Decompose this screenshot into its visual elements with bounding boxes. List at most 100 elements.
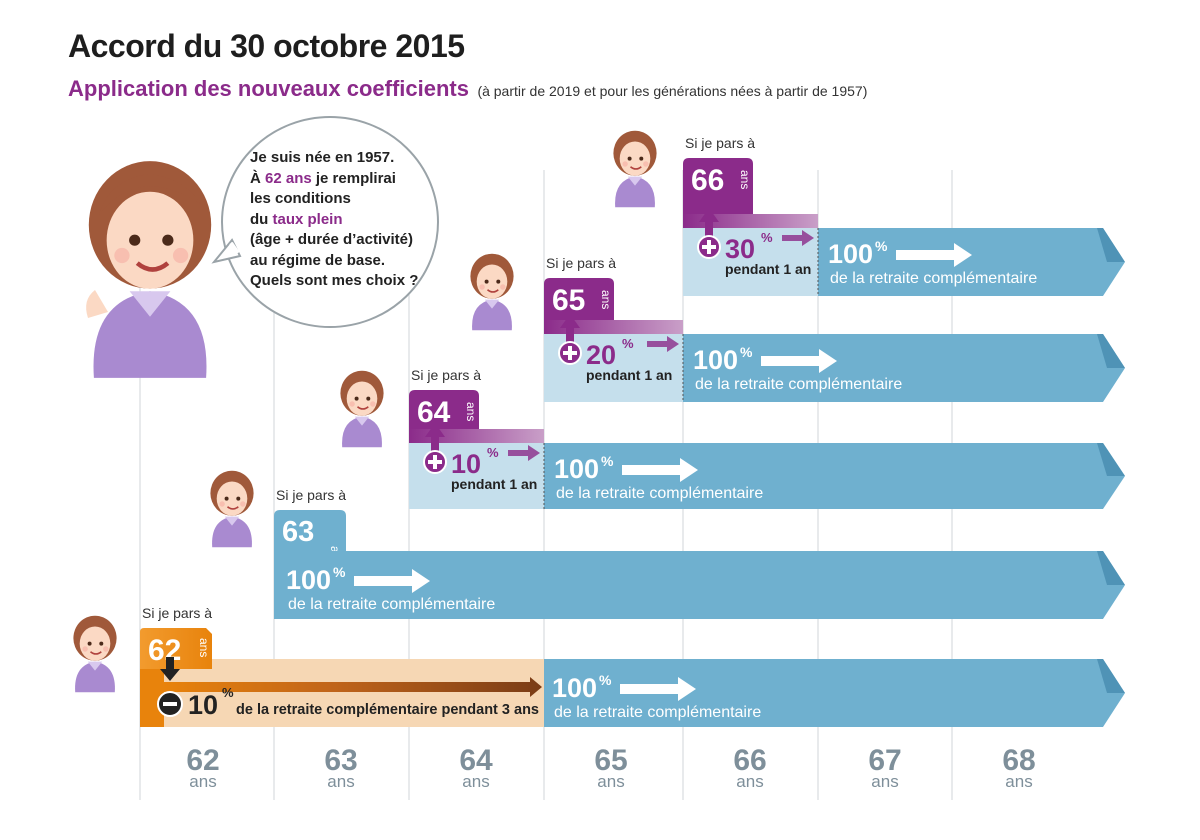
scenario-65-full-rate-arrow — [761, 349, 837, 373]
axis-tick-64: 64 — [459, 744, 493, 777]
scenario-62-full-rate-label: de la retraite complémentaire — [554, 704, 761, 721]
axis-tick-unit: ans — [327, 772, 354, 791]
scenario-65-up-arrow — [560, 314, 580, 342]
scenario-66-full-rate-value: 100 — [828, 239, 873, 269]
bubble-line-4-highlight: taux plein — [272, 210, 343, 228]
scenario-63-full-rate-arrow — [354, 569, 430, 593]
scenario-62-full-rate-percent: % — [599, 672, 612, 688]
page-subtitle: Application des nouveaux coefficients — [68, 76, 469, 101]
bubble-line-3: les conditions — [250, 190, 351, 207]
scenario-64-percent-value: 10 — [451, 449, 481, 479]
scenario-62-malus-zone — [140, 659, 544, 727]
scenario-65-bonus-arrow — [647, 336, 679, 352]
scenario-62-age-unit: ans — [197, 638, 211, 657]
scenario-66-age-unit: ans — [738, 170, 752, 189]
scenario-66-plus-v — [707, 240, 711, 254]
scenario-64-band-fold — [1097, 443, 1125, 476]
scenario-63-band — [274, 551, 1125, 619]
bubble-line-4: du taux plein — [250, 210, 430, 231]
scenario-64-percent-sign: % — [487, 445, 499, 460]
scenario-66-duration: pendant 1 an — [725, 261, 811, 277]
subtitle-row: Application des nouveaux coefficients (à… — [68, 76, 867, 102]
scenario-63-person-body — [212, 516, 252, 548]
scenario-64-band — [544, 443, 1125, 509]
scenario-62-malus-arrow — [164, 677, 542, 697]
scenario-62-person-body — [75, 661, 115, 693]
scenario-62-minus-sign — [163, 702, 177, 706]
axis-tick-unit: ans — [462, 772, 489, 791]
scenario-64-tab — [409, 390, 479, 429]
axis-tick-unit: ans — [1005, 772, 1032, 791]
axis-tick-62: 62 — [186, 744, 219, 777]
scenario-65-band-fold — [1097, 334, 1125, 368]
scenario-66-age: 66 — [691, 164, 724, 197]
scenario-64-caption: Si je pars à — [411, 367, 481, 383]
scenario-64-person — [340, 370, 384, 448]
scenario-64-plus-v — [433, 455, 437, 469]
scenario-64-age-unit: ans — [464, 402, 478, 421]
scenario-64-up-arrow — [425, 423, 445, 451]
axis-tick-unit: ans — [871, 772, 898, 791]
scenario-62-band — [544, 659, 1125, 727]
speech-bubble — [221, 116, 439, 328]
scenario-66-up-arrow — [699, 208, 719, 236]
scenario-65-full-rate-label: de la retraite complémentaire — [695, 376, 902, 393]
bubble-line-6: au régime de base. — [250, 251, 386, 269]
scenario-66-person-face — [619, 141, 651, 176]
scenario-62-full-rate-value: 100 — [552, 673, 597, 703]
main-character-hand — [86, 290, 108, 318]
scenario-65-full-rate-percent: % — [740, 344, 753, 360]
axis-tick-66: 66 — [733, 744, 766, 777]
scenario-65-person-face — [476, 264, 508, 299]
scenario-63-full-rate-percent: % — [333, 564, 346, 580]
scenario-66-person-body — [615, 176, 655, 208]
bubble-line-5: (âge + durée d’activité) — [250, 231, 413, 248]
scenario-62-malus-text: de la retraite complémentaire pendant 3 … — [236, 702, 539, 718]
scenario-65-full-rate-value: 100 — [693, 345, 738, 375]
axis-tick-unit: ans — [736, 772, 763, 791]
scenario-65-age: 65 — [552, 284, 585, 317]
scenario-66-percent-sign: % — [761, 230, 773, 245]
scenario-66-percent-value: 30 — [725, 234, 755, 264]
scenario-66-tab — [683, 158, 753, 214]
axis-tick-67: 67 — [868, 744, 901, 777]
scenario-66-bonus-strip — [683, 214, 818, 228]
page-subnote: (à partir de 2019 et pour les génération… — [477, 83, 868, 99]
bubble-line-2: À 62 ans je remplirai — [250, 169, 430, 190]
scenario-64-full-rate-arrow — [622, 458, 698, 482]
scenario-66-full-rate-label: de la retraite complémentaire — [830, 270, 1037, 287]
scenario-65-percent-sign: % — [622, 336, 634, 351]
bubble-line-7: Quels sont mes choix ? — [250, 272, 419, 289]
axis-tick-unit: ans — [189, 772, 216, 791]
scenario-62-person-face — [79, 626, 111, 661]
scenario-63-full-rate-label: de la retraite complémentaire — [288, 596, 495, 613]
scenario-63-age: 63 — [282, 516, 314, 548]
scenario-64-age: 64 — [417, 396, 451, 429]
scenario-65-person-body — [472, 299, 512, 331]
scenario-64-full-rate-value: 100 — [554, 454, 599, 484]
bubble-line-4-pre: du — [250, 210, 273, 228]
scenario-62-age: 62 — [148, 634, 181, 667]
scenario-62-band-fold — [1097, 659, 1125, 693]
scenario-64-bonus-arrow — [508, 445, 540, 461]
bubble-line-1: Je suis née en 1957. — [250, 149, 395, 166]
axis-tick-68: 68 — [1002, 744, 1035, 777]
scenario-66-band-fold — [1097, 228, 1125, 262]
bubble-line-2-age: 62 ans — [265, 169, 312, 187]
main-character — [88, 161, 212, 378]
scenario-62-tab — [140, 628, 212, 669]
scenario-65-plus-v — [568, 346, 572, 360]
scenario-65-duration: pendant 1 an — [586, 367, 672, 383]
scenario-62-down-arrow — [160, 657, 180, 681]
scenario-64-full-rate-percent: % — [601, 453, 614, 469]
scenario-63-person-face — [216, 481, 248, 516]
scenario-63-person — [210, 470, 254, 548]
scenario-65-band — [683, 334, 1125, 402]
scenario-65-age-unit: ans — [599, 290, 613, 309]
scenario-62-percent-sign: % — [222, 685, 234, 700]
scenario-64-bonus-strip — [409, 429, 544, 443]
page-title: Accord du 30 octobre 2015 — [68, 28, 465, 64]
scenario-64-person-face — [346, 381, 378, 416]
scenario-65-caption: Si je pars à — [546, 255, 616, 271]
scenario-65-tab — [544, 278, 614, 320]
